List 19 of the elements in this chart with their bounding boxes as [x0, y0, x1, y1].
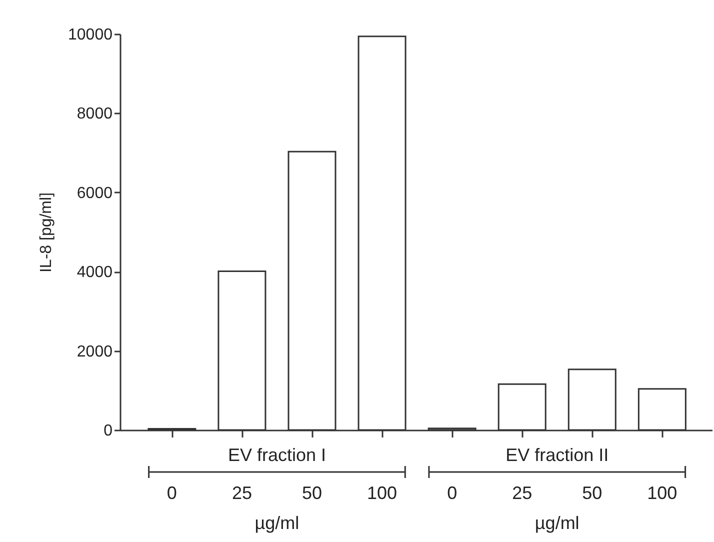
y-axis-title: IL-8 [pg/ml] [38, 192, 56, 273]
y-tick-label: 2000 [76, 343, 113, 360]
y-tick-label: 10000 [68, 26, 113, 44]
y-tick-label: 0 [104, 422, 113, 440]
y-tick-label: 6000 [76, 184, 113, 202]
x-tick-label: 25 [232, 483, 252, 503]
text: µg/ml [534, 513, 580, 533]
text: EV fraction II [506, 445, 609, 465]
x-tick-label: 0 [166, 483, 177, 503]
x-tick-label: 100 [647, 483, 678, 503]
x-tick-label: 50 [302, 483, 322, 503]
x-tick-label: 100 [367, 483, 398, 503]
text: EV fraction I [228, 445, 326, 465]
x-tick-label: 0 [447, 483, 458, 503]
text: µg/ml [254, 513, 300, 533]
y-tick-label: 4000 [76, 264, 113, 282]
x-tick-label: 25 [512, 483, 532, 503]
y-tick-label: 8000 [76, 106, 113, 123]
x-tick-label: 50 [582, 483, 602, 503]
